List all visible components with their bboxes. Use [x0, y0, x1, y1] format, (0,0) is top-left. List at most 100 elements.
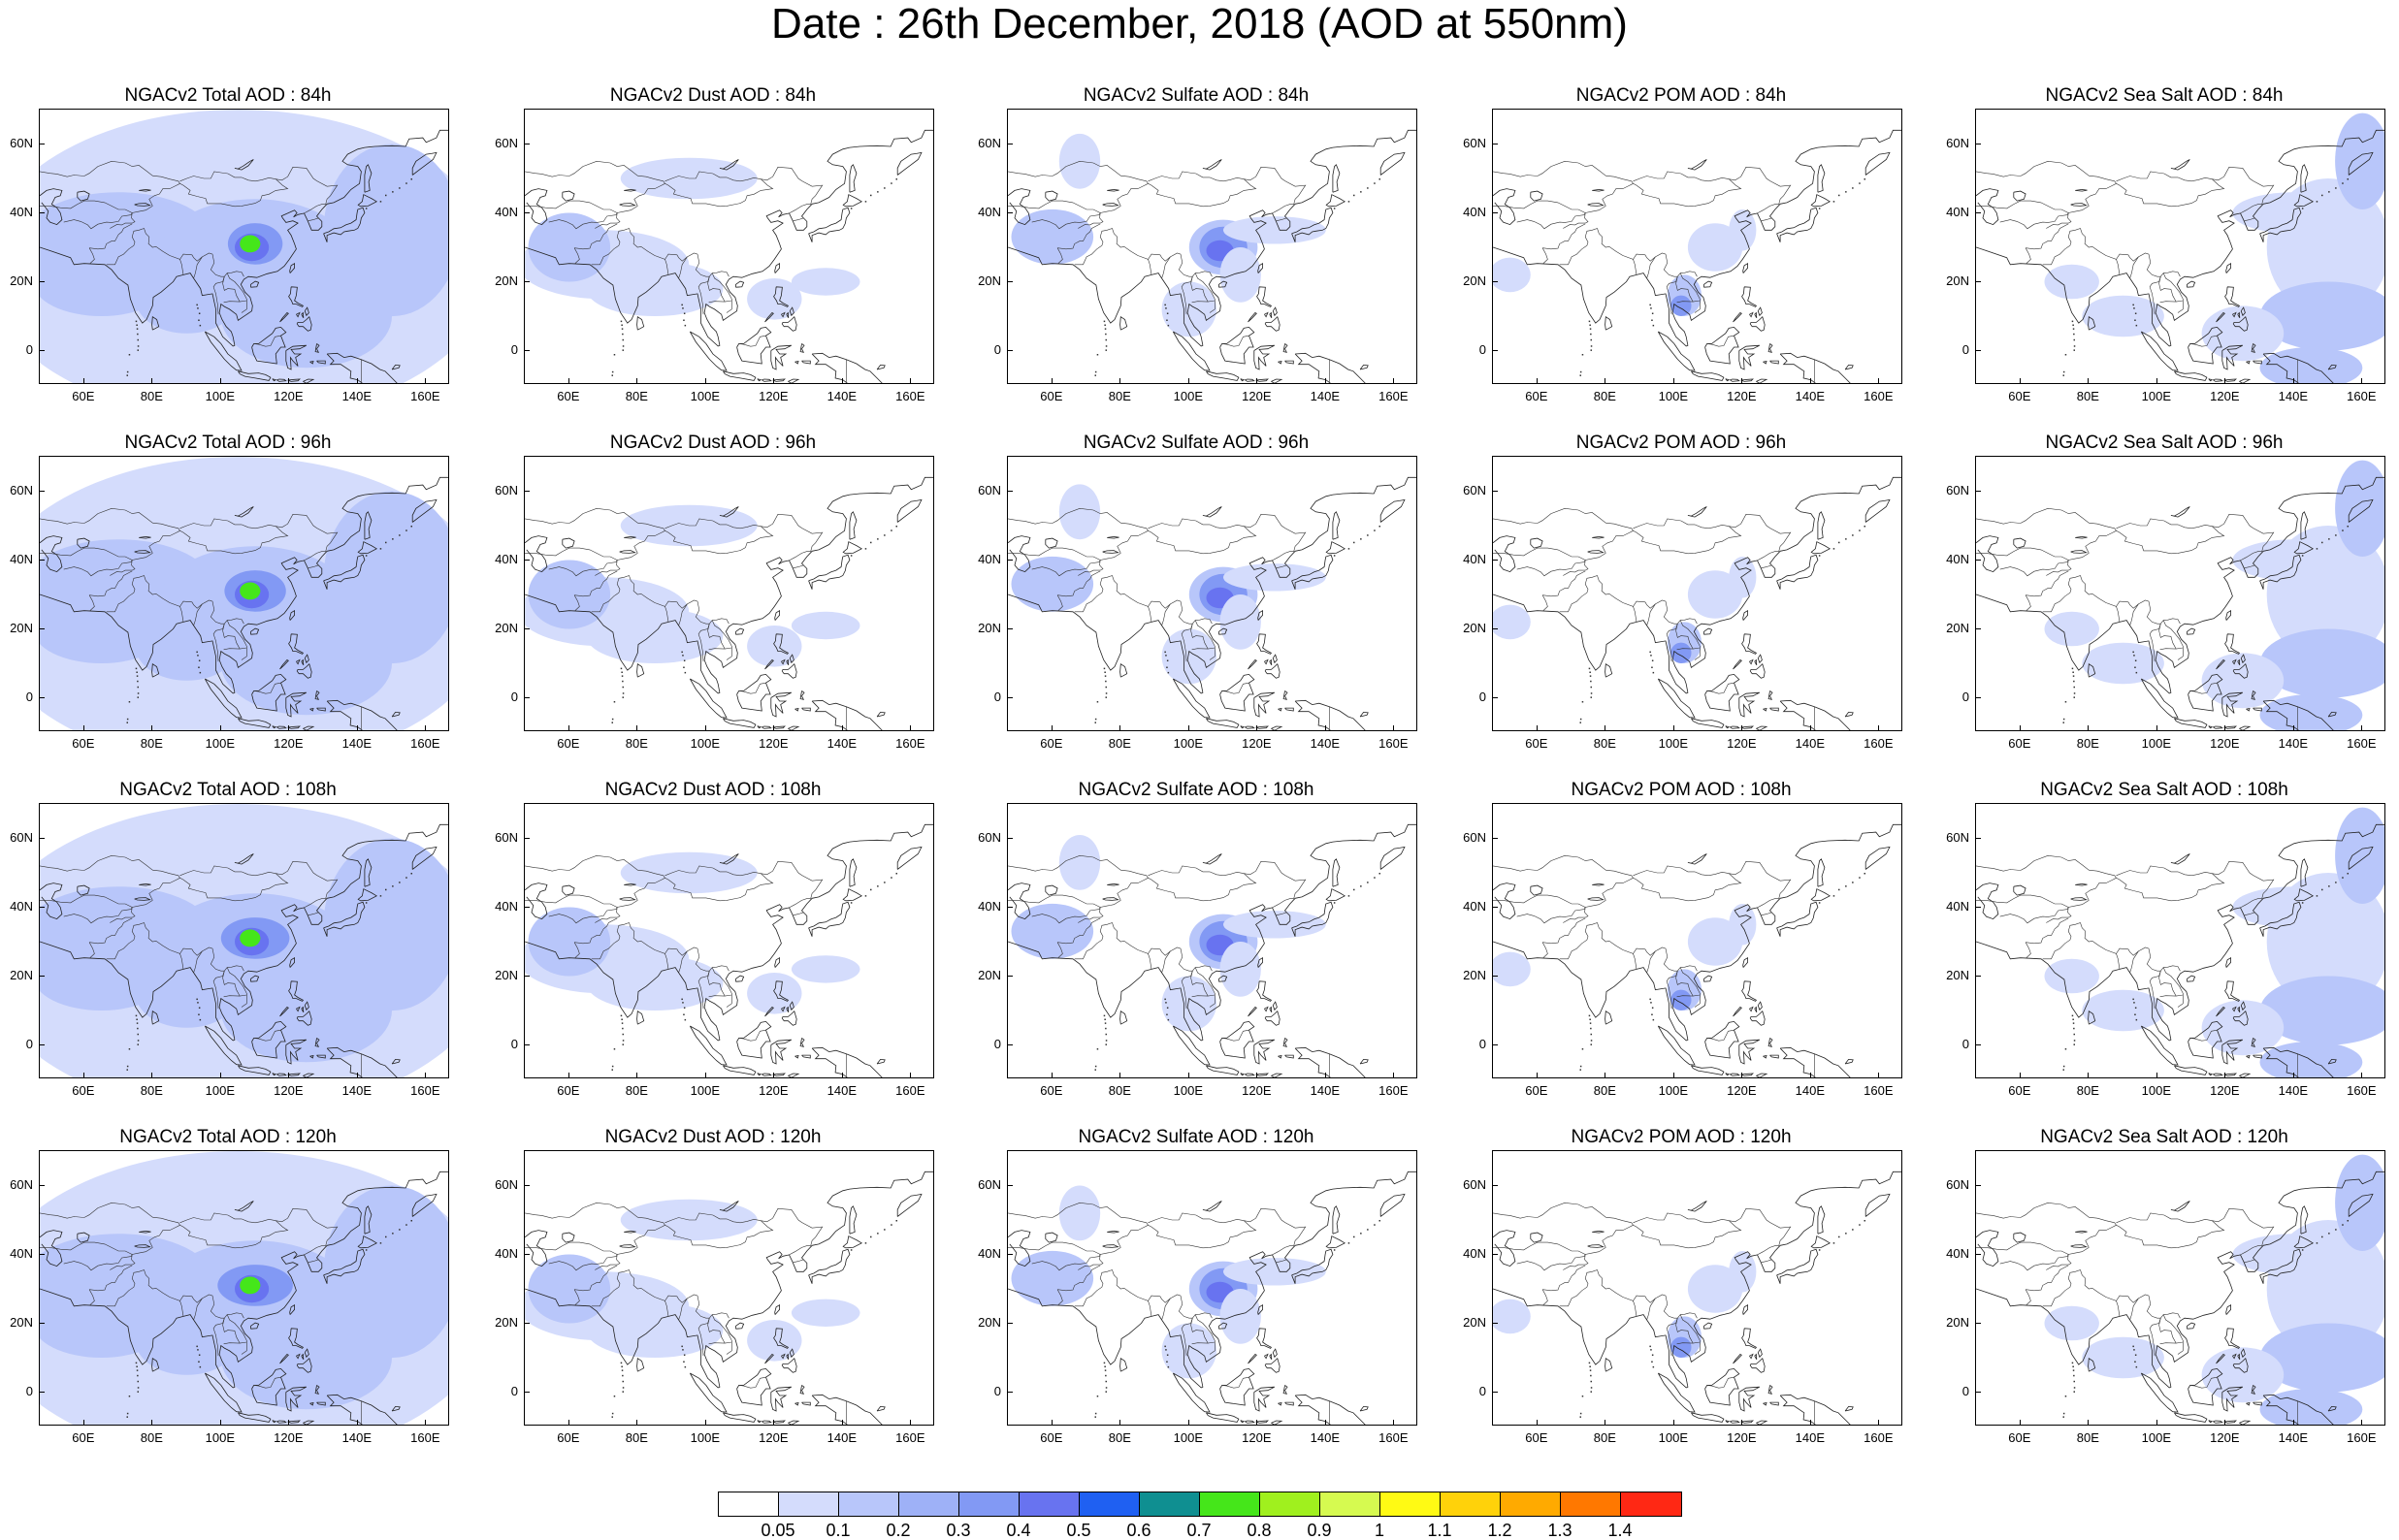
coastline [1253, 691, 1276, 718]
country-border [2026, 223, 2069, 250]
island-dot [2073, 333, 2075, 336]
coastline [1264, 1357, 1281, 1373]
country-border [1244, 860, 1307, 899]
map-panel: NGACv2 Total AOD : 84h 60N 40N 20N 0 60E 80E 10… [0, 85, 456, 415]
island-dot [621, 675, 624, 677]
lon-tick [1878, 1420, 1880, 1426]
coastline [1767, 1385, 1773, 1395]
country-border [1181, 276, 1193, 315]
panel-title: NGACv2 Sea Salt AOD : 96h [2045, 433, 2284, 453]
lat-tick-label: 0 [993, 1383, 1001, 1398]
coastline [896, 846, 923, 870]
colorbar-swatch [1260, 1492, 1320, 1516]
country-border [40, 160, 289, 208]
coastline [786, 311, 790, 319]
lon-tick [1256, 378, 1258, 384]
island-dot [1590, 1374, 1592, 1377]
country-border [1493, 507, 1742, 555]
coastline [1291, 554, 1334, 590]
lat-tick-label: 40N [978, 204, 1001, 219]
island-dot [1590, 1040, 1593, 1042]
country-border [148, 878, 180, 901]
lat-tick-label: 40N [978, 551, 1001, 566]
coastline [2170, 853, 2190, 865]
coastline [1218, 627, 1228, 635]
coastline [296, 662, 312, 679]
country-border [678, 1298, 688, 1321]
coastline [251, 1367, 287, 1406]
coastline [2223, 1420, 2237, 1424]
colorbar-swatch [899, 1492, 959, 1516]
country-border [1675, 971, 1694, 997]
island-dot [2335, 187, 2337, 189]
island-dot [2316, 201, 2318, 203]
country-border [1161, 603, 1171, 626]
lon-tick-label: 160E [410, 1083, 440, 1098]
lon-tick-label: 60E [1040, 389, 1063, 403]
island-dot [683, 1007, 686, 1009]
coastline [1738, 1386, 1761, 1412]
island-dot [611, 370, 614, 373]
country-border [2026, 570, 2069, 597]
coastline [1256, 633, 1272, 655]
island-dot [2073, 1043, 2075, 1045]
country-border [2158, 624, 2177, 650]
coastline [1742, 956, 1748, 968]
coastline [2224, 980, 2240, 1002]
country-border [2042, 1269, 2181, 1319]
island-dot [682, 307, 684, 309]
country-border [678, 256, 688, 279]
coastline [2259, 207, 2302, 242]
lon-tick-label: 100E [205, 736, 235, 751]
lon-tick-label: 100E [2141, 1430, 2171, 1445]
coastline [1756, 1420, 1768, 1425]
lat-tick-label: 40N [495, 204, 518, 219]
coastline [40, 823, 448, 1042]
lat-tick-label: 60N [1463, 482, 1486, 497]
island-dot [365, 555, 368, 557]
island-dot [2072, 1369, 2075, 1371]
island-dot [1096, 354, 1099, 356]
lat-tick-label: 20N [978, 967, 1001, 982]
country-border [1272, 1245, 1294, 1256]
panel-title: NGACv2 Sea Salt AOD : 84h [2045, 85, 2284, 106]
coastline [1587, 897, 1605, 901]
country-border [222, 971, 241, 997]
lon-tick [1051, 378, 1053, 384]
lon-tick [2088, 378, 2090, 384]
country-border [2244, 1259, 2255, 1263]
island-dot [611, 1069, 613, 1071]
aod-field [1161, 1323, 1216, 1379]
island-dot [1094, 370, 1097, 373]
coastline [2348, 498, 2374, 523]
lon-tick-label: 160E [410, 1430, 440, 1445]
coastline [301, 311, 305, 319]
aod-map [1008, 129, 1416, 383]
lon-tick-label: 100E [690, 1430, 720, 1445]
coastline [1264, 662, 1281, 679]
lon-tick [1324, 725, 1326, 731]
coastline [204, 331, 243, 371]
country-border [1666, 276, 1678, 315]
lat-tick [39, 975, 45, 977]
map-panel: NGACv2 Total AOD : 96h 60N 40N 20N 0 60E 80E 10… [0, 433, 456, 762]
island-dot [1164, 1345, 1166, 1348]
coastline [1749, 662, 1766, 679]
island-dot [681, 1345, 683, 1348]
island-dot [1864, 526, 1865, 528]
coastline [2224, 286, 2240, 307]
coastline [288, 286, 304, 307]
country-border [1190, 1318, 1209, 1344]
coastline [1749, 1357, 1766, 1373]
coastline [2232, 662, 2249, 679]
lat-tick [1007, 837, 1013, 839]
island-dot [2064, 701, 2067, 703]
country-border [89, 1265, 133, 1292]
country-border [88, 942, 95, 959]
lon-tick-label: 120E [274, 736, 304, 751]
coastline [151, 663, 160, 678]
island-dot [613, 1048, 616, 1050]
island-dot [405, 877, 407, 879]
island-dot [1590, 345, 1593, 347]
coastline [316, 360, 326, 365]
